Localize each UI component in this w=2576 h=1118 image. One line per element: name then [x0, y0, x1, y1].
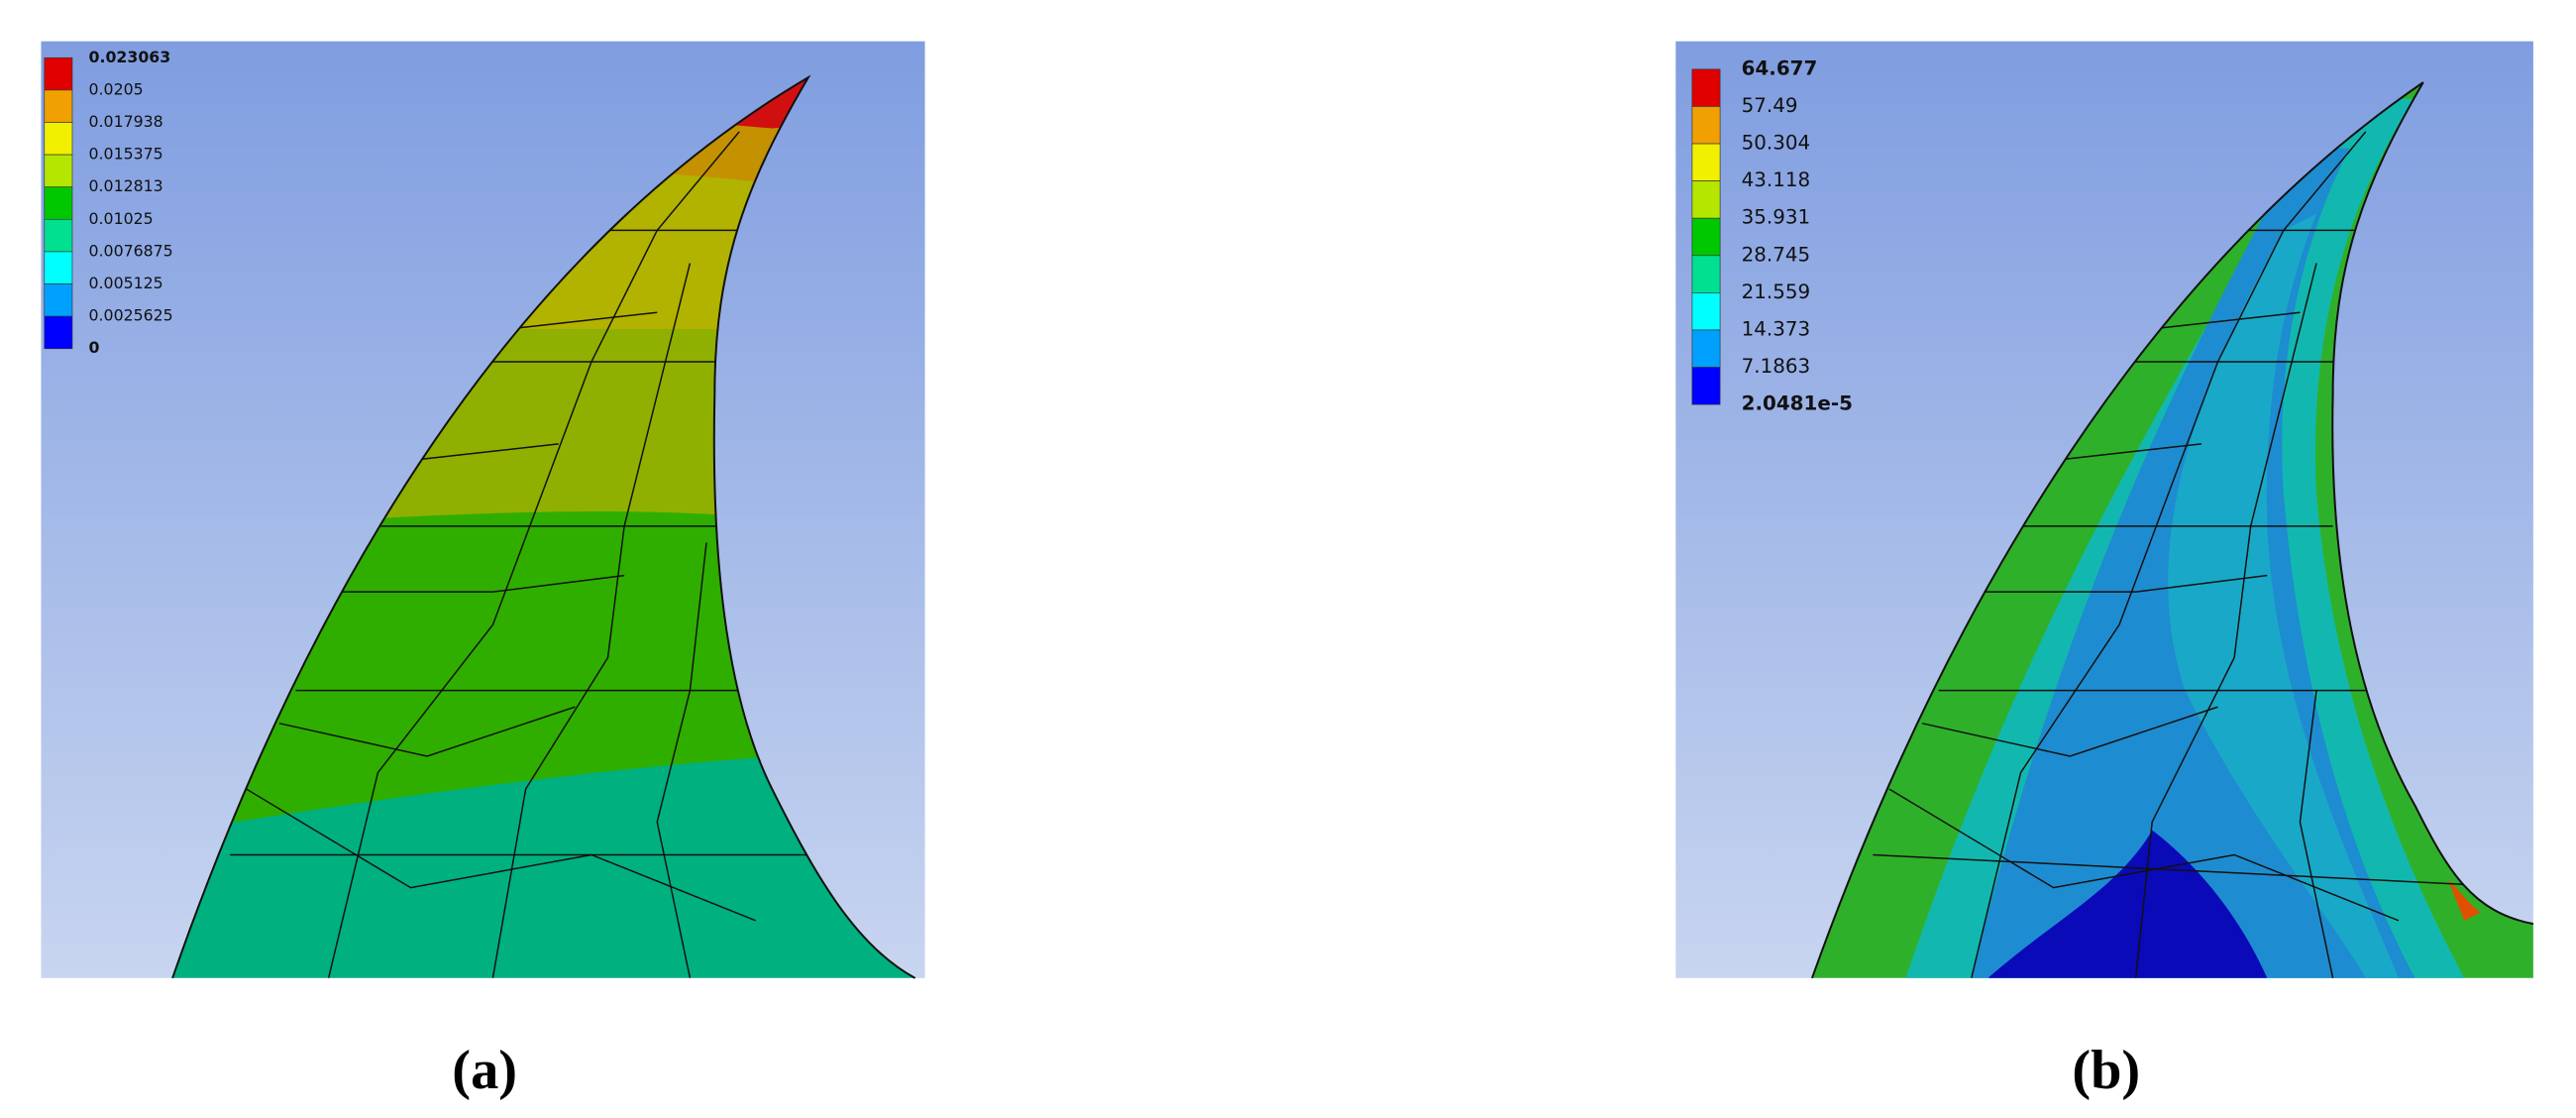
legend: 64.677 57.49 50.304 43.118 35.931 28.745 21.55… [1691, 56, 1853, 415]
legend-swatch [1691, 255, 1721, 293]
legend-swatch [44, 315, 73, 350]
legend-label: 21.559 [1742, 280, 1811, 303]
legend-swatch [44, 122, 73, 156]
legend-label: 14.373 [1742, 317, 1811, 340]
legend-swatch [1691, 367, 1721, 405]
caption: (a) [452, 1040, 517, 1101]
legend-label: 0.0025625 [89, 306, 173, 325]
fin-outline [171, 74, 916, 979]
legend-label: 0.012813 [89, 176, 163, 195]
legend-swatch [44, 89, 73, 123]
legend-label: 0.017938 [89, 112, 163, 131]
fin-outline [1811, 81, 2534, 979]
panel-a: 0.023063 0.0205 0.017938 0.015375 0.012813 0.… [41, 41, 925, 979]
legend-label: 0.0205 [89, 79, 144, 98]
contour-fin [1811, 82, 2533, 978]
legend-swatch [1691, 292, 1721, 331]
legend-label: 28.745 [1742, 243, 1811, 266]
legend-label: 0.005125 [89, 274, 163, 292]
legend-swatch [1691, 68, 1721, 107]
legend-swatch [1691, 217, 1721, 257]
legend-label: 2.0481e-5 [1742, 392, 1853, 415]
legend-swatch [44, 186, 73, 220]
legend: 0.023063 0.0205 0.017938 0.015375 0.012813 0.… [44, 48, 173, 357]
legend-swatch [44, 283, 73, 317]
legend-swatch [44, 251, 73, 284]
panel-b: 64.677 57.49 50.304 43.118 35.931 28.745 21.55… [1675, 41, 2534, 979]
legend-swatch [1691, 143, 1721, 181]
legend-label: 0.0076875 [89, 241, 173, 260]
legend-label: 0.01025 [89, 209, 154, 228]
legend-label: 7.1863 [1742, 355, 1811, 378]
legend-label: 35.931 [1742, 206, 1811, 229]
legend-label: 64.677 [1742, 56, 1818, 79]
legend-swatch [1691, 180, 1721, 219]
legend-swatch [44, 154, 73, 188]
legend-label: 57.49 [1742, 94, 1798, 117]
legend-label: 43.118 [1742, 168, 1811, 191]
legend-swatch [44, 218, 73, 253]
legend-label: 50.304 [1742, 132, 1811, 155]
legend-label: 0 [89, 338, 100, 357]
legend-swatch [44, 56, 73, 91]
legend-swatch [1691, 106, 1721, 145]
legend-swatch [1691, 329, 1721, 368]
legend-label: 0.015375 [89, 145, 163, 164]
caption: (b) [2072, 1040, 2140, 1101]
legend-label: 0.023063 [89, 48, 171, 66]
